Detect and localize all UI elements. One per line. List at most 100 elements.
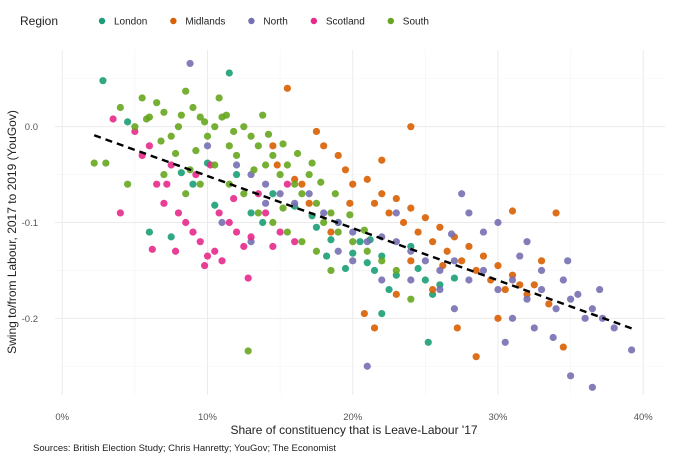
data-point-south xyxy=(196,113,204,121)
data-point-north xyxy=(291,199,299,207)
data-point-midlands xyxy=(530,281,538,289)
data-point-south xyxy=(269,151,277,160)
data-point-midlands xyxy=(305,199,313,207)
data-point-north xyxy=(574,290,582,298)
data-point-scotland xyxy=(171,247,180,255)
data-point-south xyxy=(334,228,342,236)
data-point-london xyxy=(424,338,432,346)
legend-label-north: North xyxy=(263,17,287,28)
data-point-south xyxy=(153,99,161,107)
x-tick-label: 30% xyxy=(488,412,508,423)
data-point-south xyxy=(131,123,139,131)
data-point-south xyxy=(211,123,219,131)
data-point-north xyxy=(349,228,357,236)
data-point-south xyxy=(174,123,183,131)
data-point-south xyxy=(189,103,197,112)
x-axis-ticks: 0% 10% 20% 30% 40% xyxy=(55,412,653,423)
data-point-south xyxy=(171,149,180,158)
legend-label-south: South xyxy=(403,17,429,28)
data-point-south xyxy=(264,130,273,138)
data-point-scotland xyxy=(116,209,124,217)
data-point-south xyxy=(157,137,165,145)
data-point-south xyxy=(320,218,328,227)
data-point-midlands xyxy=(360,309,368,318)
data-point-south xyxy=(283,228,291,236)
data-point-south xyxy=(298,238,306,246)
data-point-scotland xyxy=(145,142,154,150)
data-point-north xyxy=(508,314,517,322)
data-point-scotland xyxy=(200,262,209,270)
data-point-south xyxy=(283,161,291,169)
data-point-north xyxy=(465,276,473,284)
data-point-midlands xyxy=(494,262,502,270)
data-point-south xyxy=(240,190,248,198)
data-point-north xyxy=(508,276,517,284)
data-point-midlands xyxy=(312,127,321,136)
y-tick-label: -0.1 xyxy=(22,218,38,229)
data-point-london xyxy=(378,309,386,318)
data-point-south xyxy=(232,151,241,160)
grid xyxy=(55,50,665,395)
data-point-london xyxy=(349,249,357,257)
data-point-north xyxy=(276,190,284,198)
legend-swatch-london xyxy=(98,17,106,25)
data-point-south xyxy=(230,127,238,136)
data-point-midlands xyxy=(320,142,328,150)
chart-caption: Sources: British Election Study; Chris H… xyxy=(33,443,336,454)
data-point-london xyxy=(189,180,197,188)
data-point-south xyxy=(102,159,110,167)
data-point-south xyxy=(225,142,233,150)
data-point-south xyxy=(124,180,132,188)
data-point-london xyxy=(363,259,371,267)
data-point-scotland xyxy=(283,180,291,188)
data-point-north xyxy=(436,266,444,275)
data-point-london xyxy=(341,264,350,273)
data-point-london xyxy=(356,238,364,246)
data-point-south xyxy=(331,190,339,198)
data-point-scotland xyxy=(203,252,212,260)
data-point-scotland xyxy=(247,233,255,241)
data-point-south xyxy=(293,149,302,158)
data-point-north xyxy=(218,218,226,227)
legend: Region London Midlands North Scotland South xyxy=(20,14,429,28)
y-tick-label: 0.0 xyxy=(25,122,38,133)
legend-items: London Midlands North Scotland South xyxy=(98,17,429,28)
data-point-midlands xyxy=(421,214,429,222)
data-point-scotland xyxy=(276,228,284,236)
data-point-london xyxy=(167,233,175,241)
x-tick-label: 40% xyxy=(634,412,654,423)
data-point-london xyxy=(177,169,185,177)
data-point-north xyxy=(392,209,400,217)
data-point-north xyxy=(564,257,572,265)
data-point-midlands xyxy=(407,204,415,212)
legend-swatch-midlands xyxy=(170,17,177,25)
data-point-north xyxy=(378,276,386,284)
data-point-midlands xyxy=(363,175,371,183)
data-point-south xyxy=(177,111,185,119)
data-point-midlands xyxy=(334,151,342,160)
data-point-midlands xyxy=(429,285,437,294)
data-point-london xyxy=(259,218,267,227)
legend-label-midlands: Midlands xyxy=(185,17,225,28)
data-point-south xyxy=(192,147,200,155)
data-point-scotland xyxy=(174,209,183,217)
data-point-north xyxy=(450,257,459,265)
y-axis-ticks: 0.0 -0.1 -0.2 xyxy=(22,122,38,325)
data-point-north xyxy=(392,238,400,246)
data-point-south xyxy=(254,209,262,217)
data-point-north xyxy=(588,305,596,313)
data-point-north xyxy=(436,285,444,294)
data-point-north xyxy=(501,338,509,346)
data-point-south xyxy=(279,204,287,212)
data-point-london xyxy=(327,236,335,244)
data-point-north xyxy=(494,218,502,227)
data-point-midlands xyxy=(370,324,379,332)
data-point-midlands xyxy=(378,156,386,164)
data-point-south xyxy=(317,178,325,186)
data-point-south xyxy=(142,115,151,123)
data-point-north xyxy=(363,362,371,370)
data-point-midlands xyxy=(458,257,466,265)
data-point-north xyxy=(566,372,575,380)
data-point-midlands xyxy=(392,194,400,203)
data-point-midlands xyxy=(283,84,291,92)
